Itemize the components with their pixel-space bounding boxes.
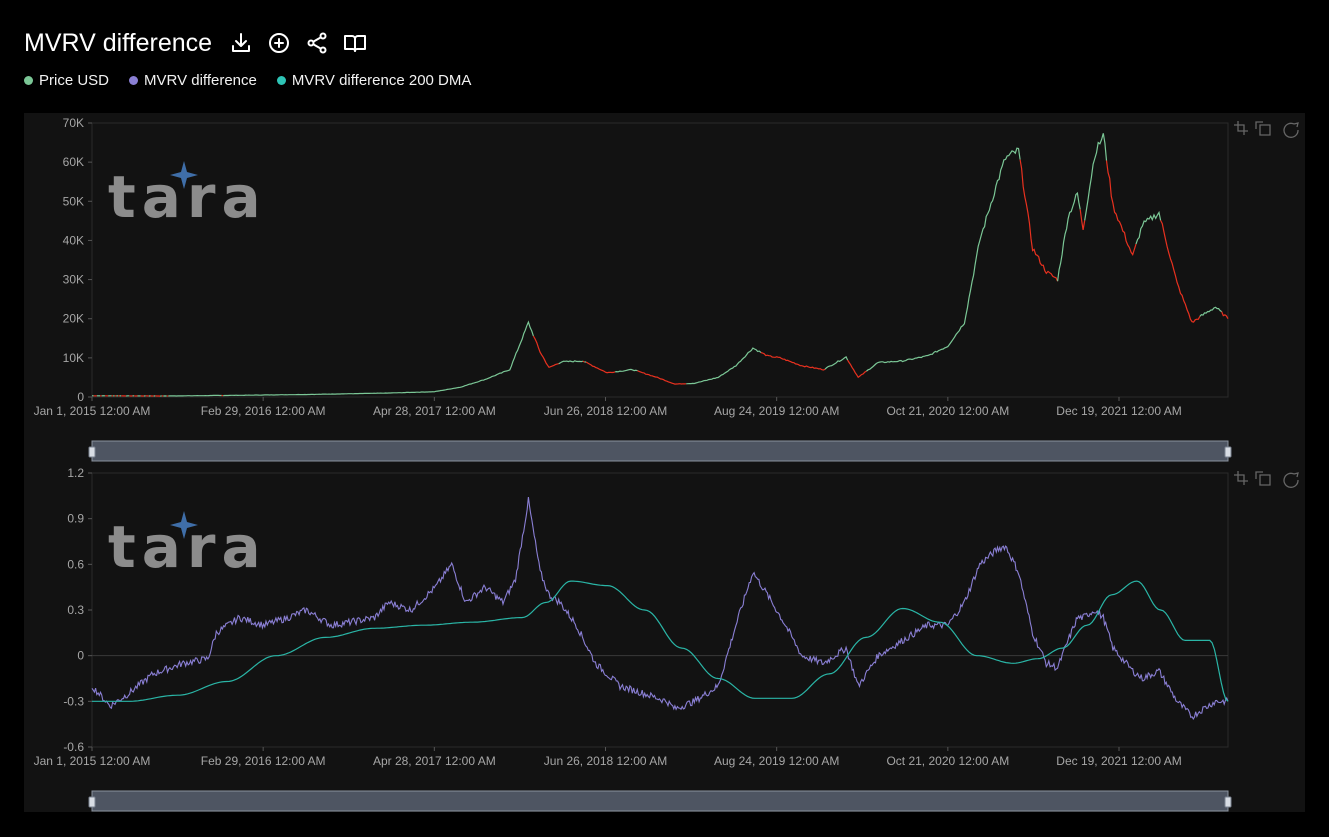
price-segment (1057, 191, 1081, 282)
y-tick-label: 10K (63, 351, 84, 365)
x-tick-label: Apr 28, 2017 12:00 AM (373, 404, 496, 418)
price-segment (866, 147, 1021, 372)
legend-dot (276, 76, 286, 85)
tara-watermark-logo: tara (108, 511, 261, 581)
price-segment (223, 320, 534, 397)
price-segment (847, 359, 867, 379)
y-tick-label: 0.9 (67, 512, 84, 526)
slider-handle-right[interactable] (1224, 446, 1232, 458)
add-circle-icon[interactable] (266, 30, 292, 56)
y-tick-label: 0 (77, 390, 84, 404)
y-tick-label: 0 (77, 649, 84, 663)
x-tick-label: Dec 19, 2021 12:00 AM (1056, 754, 1181, 768)
price-segment (1079, 209, 1086, 230)
y-tick-label: 70K (63, 116, 84, 130)
legend-label: Price USD (39, 72, 110, 89)
slider-track (91, 790, 1229, 812)
price-segment (168, 394, 222, 397)
zoom-select-icon (1234, 471, 1248, 485)
y-tick-label: 20K (63, 312, 84, 326)
x-tick-label: Oct 21, 2020 12:00 AM (886, 754, 1009, 768)
x-tick-label: Jun 26, 2018 12:00 AM (544, 754, 667, 768)
page-title: MVRV difference (24, 28, 213, 57)
star-icon (170, 511, 198, 539)
y-tick-label: -0.3 (63, 694, 84, 708)
star-icon (170, 161, 198, 189)
price-segment (532, 335, 559, 369)
legend-label: MVRV difference 200 DMA (291, 72, 472, 89)
price-segment (637, 370, 687, 385)
price-segment (1019, 159, 1059, 282)
x-tick-label: Dec 19, 2021 12:00 AM (1056, 404, 1181, 418)
legend-item-mvrv-difference-200-dma[interactable]: MVRV difference 200 DMA (276, 72, 472, 89)
y-tick-label: 40K (63, 233, 84, 247)
book-icon[interactable] (342, 30, 368, 56)
download-icon[interactable] (228, 30, 254, 56)
y-tick-label: 60K (63, 155, 84, 169)
mvrv-200dma-line (92, 580, 1229, 702)
y-tick-label: 30K (63, 273, 84, 287)
price-segment (1084, 133, 1108, 221)
x-tick-label: Oct 21, 2020 12:00 AM (886, 404, 1009, 418)
tara-watermark-logo: tara (108, 161, 261, 231)
share-icon[interactable] (304, 30, 330, 56)
x-tick-label: Aug 24, 2019 12:00 AM (714, 404, 839, 418)
price-segment (615, 368, 638, 373)
price-segment (582, 360, 585, 363)
y-tick-label: 1.2 (67, 466, 84, 480)
mvrv-zoom-slider[interactable] (88, 790, 1232, 812)
legend-label: MVRV difference (144, 72, 257, 89)
toolbox (1234, 121, 1299, 138)
price-segment (1199, 306, 1223, 317)
slider-track (91, 440, 1229, 462)
plot-frame (91, 122, 1229, 398)
x-tick-label: Feb 29, 2016 12:00 AM (201, 754, 326, 768)
price-segment (824, 356, 849, 370)
y-tick-label: 0.6 (67, 557, 84, 571)
mvrv-chart: -0.6 -0.3 0 0.3 0.6 0.9 1.2 Jan 1, 2015 12:00 A… (34, 466, 1299, 812)
legend-dot (129, 76, 139, 85)
zoom-select-icon (1234, 121, 1248, 135)
y-tick-label: -0.6 (63, 740, 84, 754)
x-tick-label: Aug 24, 2019 12:00 AM (714, 754, 839, 768)
zoom-reset-icon (1255, 121, 1271, 136)
price-segment (585, 361, 616, 374)
price-chart: 0 10K 20K 30K 40K 50K 60K 70K Jan 1, 2015 12:00 … (34, 116, 1299, 462)
price-segment (760, 351, 826, 371)
price-segment (558, 360, 584, 365)
price-segment (1135, 210, 1162, 245)
price-segment (1160, 220, 1201, 323)
slider-handle-left[interactable] (88, 446, 96, 458)
price-segment (1221, 311, 1229, 319)
y-tick-label: 0.3 (67, 603, 84, 617)
legend: Price USD MVRV difference MVRV differenc… (24, 72, 491, 89)
y-tick-label: 50K (63, 194, 84, 208)
slider-handle-right[interactable] (1224, 796, 1232, 808)
legend-dot (24, 76, 33, 85)
legend-item-mvrv-difference[interactable]: MVRV difference (129, 72, 257, 89)
x-tick-label: Feb 29, 2016 12:00 AM (201, 404, 326, 418)
slider-handle-left[interactable] (88, 796, 96, 808)
price-segment (1105, 160, 1137, 256)
price-zoom-slider[interactable] (88, 440, 1232, 462)
restore-icon (1283, 472, 1299, 488)
x-tick-label: Jan 1, 2015 12:00 AM (34, 404, 151, 418)
x-tick-label: Jan 1, 2015 12:00 AM (34, 754, 151, 768)
toolbox (1234, 471, 1299, 488)
x-tick-label: Jun 26, 2018 12:00 AM (544, 404, 667, 418)
charts-svg: 0 10K 20K 30K 40K 50K 60K 70K Jan 1, 2015 12:00 … (34, 116, 1299, 812)
legend-item-price-usd[interactable]: Price USD (24, 72, 109, 89)
x-tick-label: Apr 28, 2017 12:00 AM (373, 754, 496, 768)
chart-header: MVRV difference (24, 26, 380, 60)
price-segment (686, 347, 762, 385)
restore-icon (1283, 122, 1299, 138)
zoom-reset-icon (1255, 471, 1271, 486)
mvrv-difference-line (91, 497, 1229, 720)
chart-panel: 0 10K 20K 30K 40K 50K 60K 70K Jan 1, 2015 12:00 … (24, 113, 1305, 812)
